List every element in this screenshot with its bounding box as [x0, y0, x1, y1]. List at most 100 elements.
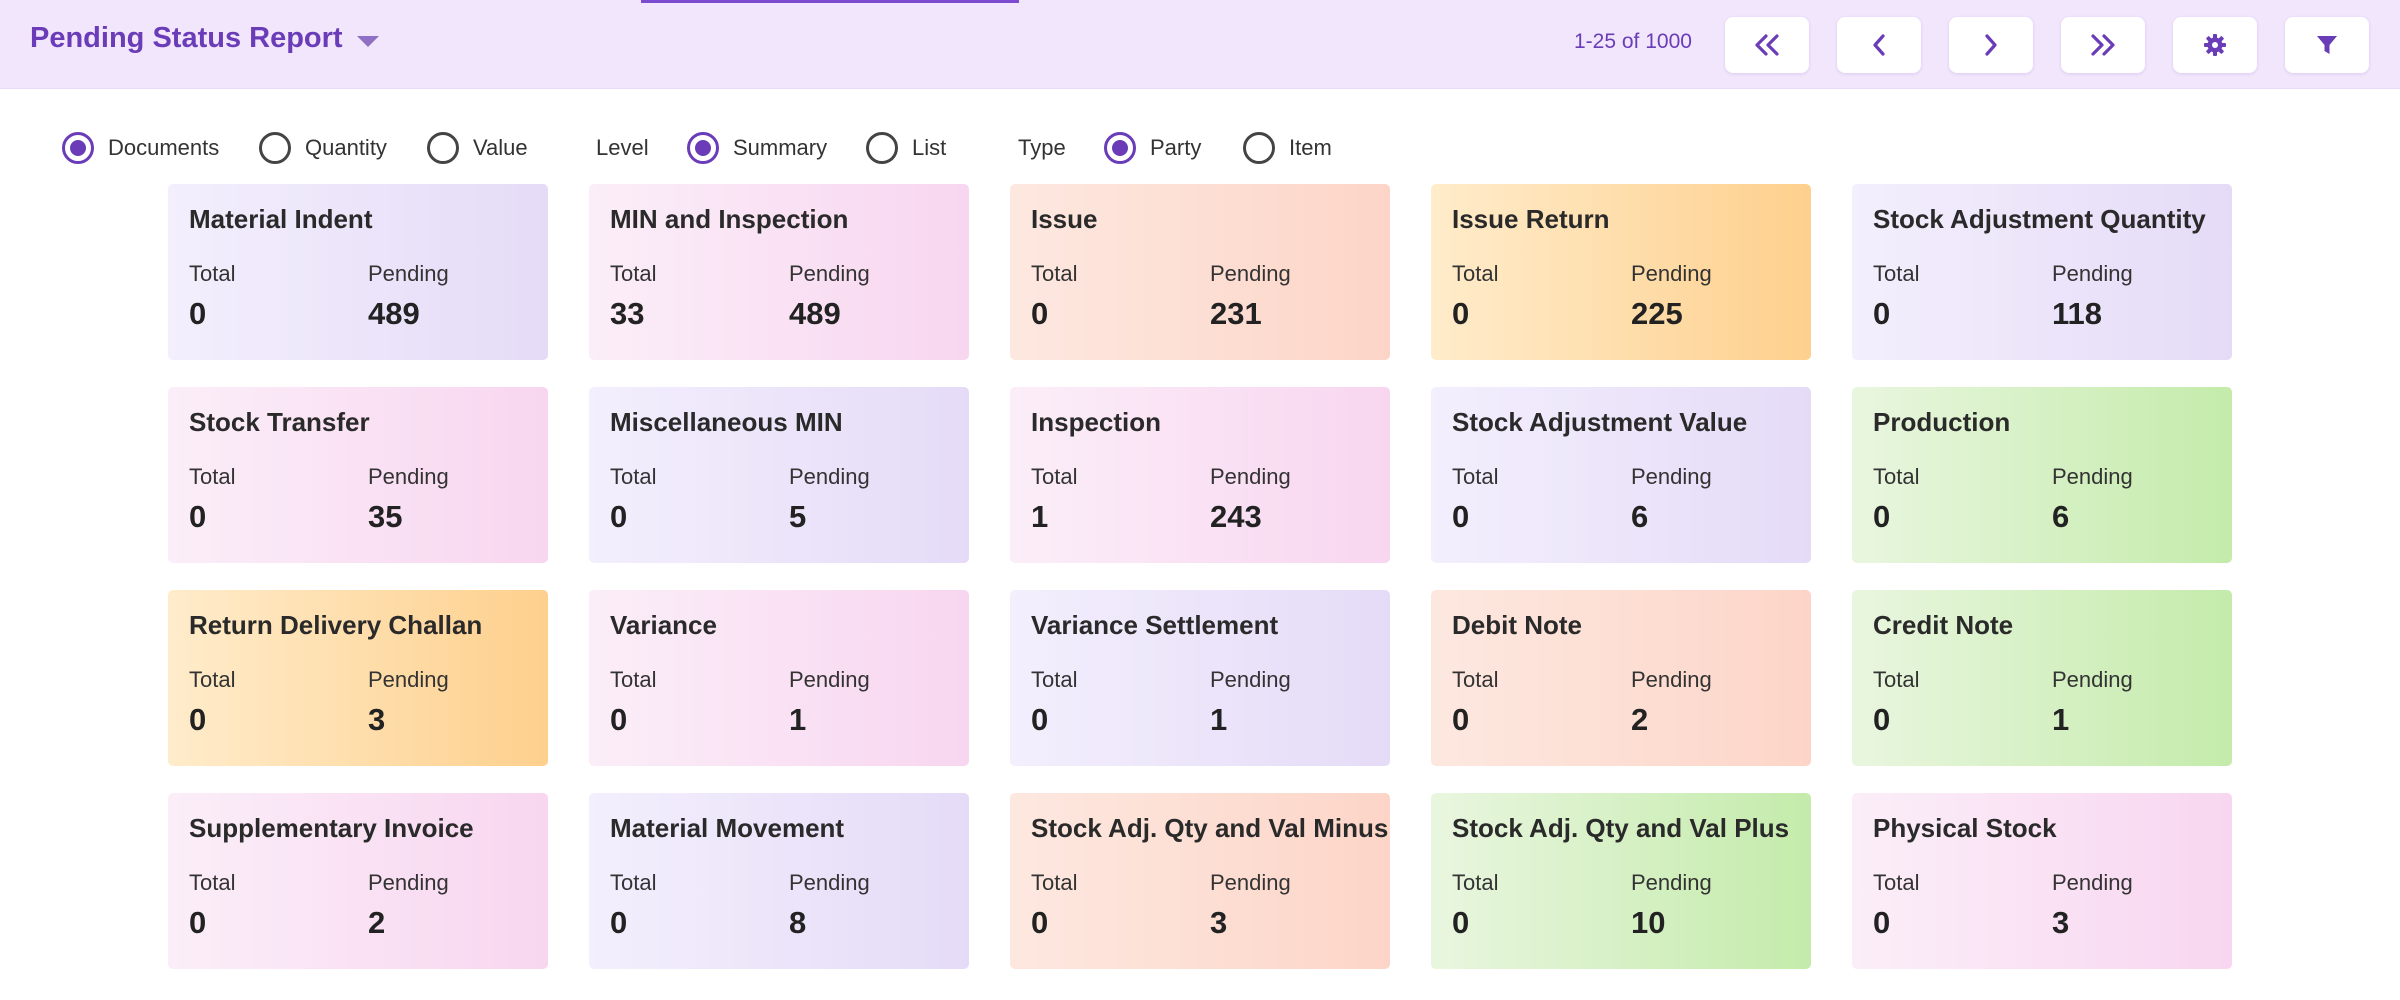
chevron-right-icon — [1985, 34, 1997, 56]
total-label: Total — [1031, 870, 1078, 895]
total-label: Total — [1031, 464, 1078, 489]
status-card[interactable]: Variance Settlement Total Pending 0 1 — [1010, 590, 1390, 766]
pending-label: Pending — [789, 464, 870, 489]
total-value: 0 — [189, 905, 207, 940]
radio-circle[interactable] — [259, 132, 291, 164]
gear-icon — [2204, 34, 2226, 56]
next-page-button[interactable] — [1949, 17, 2033, 73]
radio-value[interactable]: Value — [427, 132, 528, 164]
radio-quantity[interactable]: Quantity — [259, 132, 387, 164]
radio-label: Documents — [108, 135, 220, 160]
status-card[interactable]: Material Movement Total Pending 0 8 — [589, 793, 969, 969]
pending-label: Pending — [368, 261, 449, 286]
total-label: Total — [1873, 464, 1920, 489]
last-page-button[interactable] — [2061, 17, 2145, 73]
card-title: Miscellaneous MIN — [610, 407, 843, 437]
total-value: 0 — [1873, 702, 1891, 737]
status-card[interactable]: Inspection Total Pending 1 243 — [1010, 387, 1390, 563]
card-title: Production — [1873, 407, 2011, 437]
total-label: Total — [189, 464, 236, 489]
status-card[interactable]: Stock Adj. Qty and Val Minus Total Pending… — [1010, 793, 1390, 969]
active-tab-indicator — [641, 0, 1019, 3]
status-card[interactable]: Miscellaneous MIN Total Pending 0 5 — [589, 387, 969, 563]
card-title: Credit Note — [1873, 610, 2014, 640]
total-value: 0 — [1031, 702, 1049, 737]
radio-item[interactable]: Item — [1243, 132, 1332, 164]
radio-list[interactable]: List — [866, 132, 946, 164]
card-title: Supplementary Invoice — [189, 813, 474, 843]
status-card[interactable]: Production Total Pending 0 6 — [1852, 387, 2232, 563]
status-card[interactable]: MIN and Inspection Total Pending 33 489 — [589, 184, 969, 360]
page-title: Pending Status Report — [30, 22, 343, 54]
status-card[interactable]: Issue Total Pending 0 231 — [1010, 184, 1390, 360]
status-card[interactable]: Stock Adjustment Value Total Pending 0 6 — [1431, 387, 1811, 563]
card-title: Return Delivery Challan — [189, 610, 483, 640]
card-title: Inspection — [1031, 407, 1162, 437]
pending-value: 3 — [2052, 905, 2070, 940]
radio-circle[interactable] — [1104, 132, 1136, 164]
pending-value: 8 — [789, 905, 807, 940]
pending-label: Pending — [1210, 261, 1291, 286]
status-card[interactable]: Stock Adjustment Quantity Total Pending 0 11… — [1852, 184, 2232, 360]
radio-circle[interactable] — [62, 132, 94, 164]
total-value: 0 — [1452, 499, 1470, 534]
previous-page-button[interactable] — [1837, 17, 1921, 73]
pending-label: Pending — [789, 870, 870, 895]
pending-label: Pending — [1631, 667, 1712, 692]
status-card[interactable]: Physical Stock Total Pending 0 3 — [1852, 793, 2232, 969]
status-card[interactable]: Credit Note Total Pending 0 1 — [1852, 590, 2232, 766]
total-value: 0 — [610, 702, 628, 737]
first-page-button[interactable] — [1725, 17, 1809, 73]
status-card[interactable]: Issue Return Total Pending 0 225 — [1431, 184, 1811, 360]
filter-button[interactable] — [2285, 17, 2369, 73]
total-label: Total — [1873, 667, 1920, 692]
type-label: Type — [1018, 135, 1066, 160]
radio-summary[interactable]: Summary — [687, 132, 827, 164]
status-card[interactable]: Supplementary Invoice Total Pending 0 2 — [168, 793, 548, 969]
radio-label: Party — [1150, 135, 1202, 160]
total-label: Total — [1452, 464, 1499, 489]
chevron-down-icon[interactable] — [356, 36, 379, 47]
double-chevron-right-icon — [2091, 34, 2115, 56]
pending-label: Pending — [789, 261, 870, 286]
total-value: 0 — [1873, 499, 1891, 534]
paging-info: 1-25 of 1000 — [1574, 30, 1692, 53]
radio-circle[interactable] — [866, 132, 898, 164]
total-value: 0 — [610, 905, 628, 940]
total-value: 0 — [189, 296, 207, 331]
radio-circle[interactable] — [1243, 132, 1275, 164]
radio-circle[interactable] — [687, 132, 719, 164]
pending-value: 3 — [1210, 905, 1228, 940]
total-value: 0 — [189, 499, 207, 534]
total-label: Total — [1031, 261, 1078, 286]
card-title: Issue Return — [1452, 204, 1610, 234]
settings-button[interactable] — [2173, 17, 2257, 73]
card-title: Issue — [1031, 204, 1098, 234]
radio-documents[interactable]: Documents — [62, 132, 219, 164]
filter-icon — [2317, 36, 2337, 54]
total-label: Total — [1873, 870, 1920, 895]
pending-value: 118 — [2052, 296, 2103, 331]
card-title: Variance Settlement — [1031, 610, 1279, 640]
radio-party[interactable]: Party — [1104, 132, 1201, 164]
radio-circle[interactable] — [427, 132, 459, 164]
status-card[interactable]: Stock Adj. Qty and Val Plus Total Pending 0… — [1431, 793, 1811, 969]
total-value: 0 — [1031, 905, 1049, 940]
report-header: Pending Status Report 1-25 of 1000 — [0, 0, 2400, 89]
card-title: Stock Adj. Qty and Val Minus — [1031, 813, 1389, 843]
status-card[interactable]: Return Delivery Challan Total Pending 0 3 — [168, 590, 548, 766]
total-label: Total — [610, 261, 657, 286]
status-card[interactable]: Material Indent Total Pending 0 489 — [168, 184, 548, 360]
pending-label: Pending — [2052, 464, 2133, 489]
status-card[interactable]: Stock Transfer Total Pending 0 35 — [168, 387, 548, 563]
pending-value: 35 — [368, 499, 403, 534]
card-title: Material Indent — [189, 204, 373, 234]
card-title: Stock Adj. Qty and Val Plus — [1452, 813, 1790, 843]
total-value: 0 — [189, 702, 207, 737]
card-title: Variance — [610, 610, 717, 640]
radio-label: Summary — [733, 135, 828, 160]
total-label: Total — [1873, 261, 1920, 286]
status-card[interactable]: Variance Total Pending 0 1 — [589, 590, 969, 766]
card-title: Stock Adjustment Quantity — [1873, 204, 2206, 234]
status-card[interactable]: Debit Note Total Pending 0 2 — [1431, 590, 1811, 766]
